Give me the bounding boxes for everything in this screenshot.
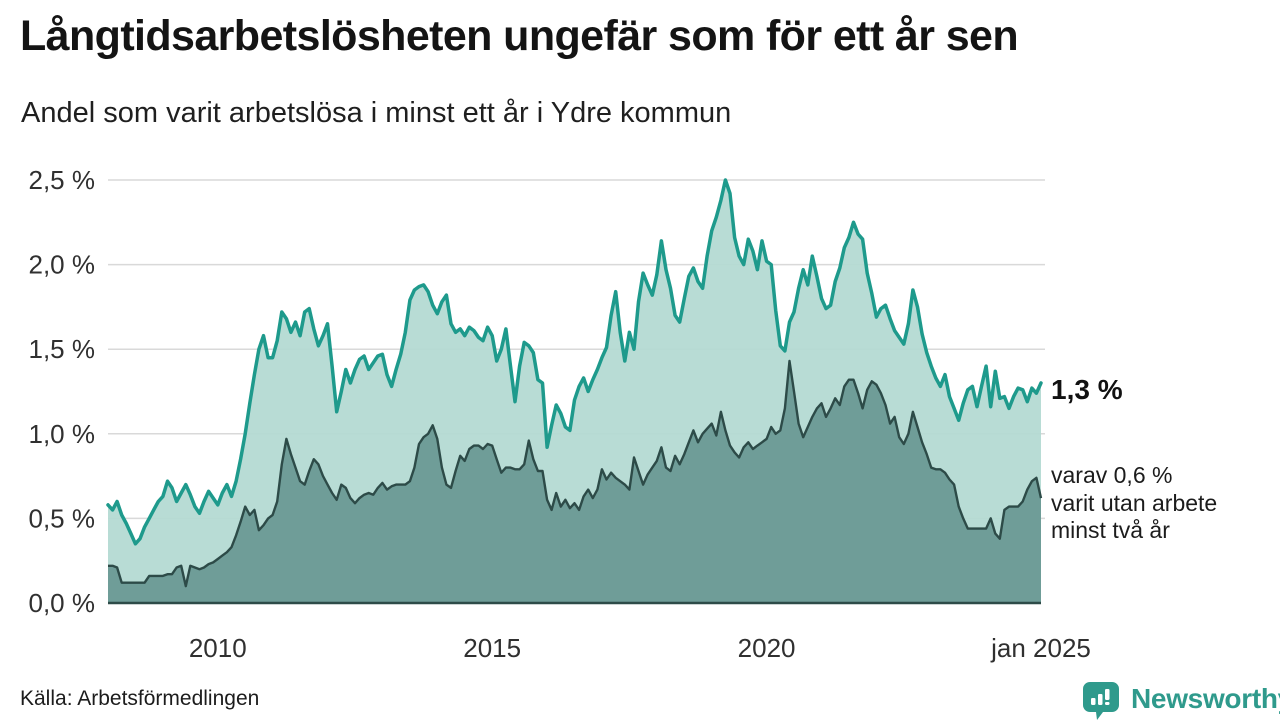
y-axis-tick-label: 2,0 % [29, 250, 96, 280]
newsworthy-logo: Newsworthy [1083, 682, 1280, 720]
end-detail-line-2: varit utan arbete [1051, 489, 1218, 516]
y-axis-tick-label: 2,5 % [29, 165, 96, 195]
x-axis-tick-label: 2020 [738, 633, 796, 663]
x-axis-tick-label: 2015 [463, 633, 521, 663]
x-axis-tick-label: jan 2025 [990, 633, 1091, 663]
series-total-line [106, 178, 1043, 546]
end-detail-label: varav 0,6 % varit utan arbete minst två … [1051, 462, 1217, 545]
source-label: Källa: Arbetsförmedlingen [20, 687, 260, 710]
chart-subtitle: Andel som varit arbetslösa i minst ett å… [21, 97, 732, 129]
y-axis-tick-label: 1,5 % [29, 334, 96, 364]
newsworthy-icon [1083, 682, 1119, 720]
y-axis-tick-label: 0,0 % [29, 588, 96, 618]
newsworthy-wordmark: Newsworthy [1131, 683, 1280, 714]
series-two-years-area [108, 361, 1041, 603]
x-axis-tick-label: 2010 [189, 633, 247, 663]
page-title: Långtidsarbetslösheten ungefär som för e… [20, 12, 1019, 60]
y-axis-tick-label: 0,5 % [29, 503, 96, 533]
end-value-label: 1,3 % [1051, 374, 1123, 405]
y-axis-tick-label: 1,0 % [29, 419, 96, 449]
series-two-years-line [108, 359, 1043, 588]
end-detail-line-3: minst två år [1051, 517, 1170, 543]
end-detail-line-1: varav 0,6 % [1051, 462, 1173, 488]
